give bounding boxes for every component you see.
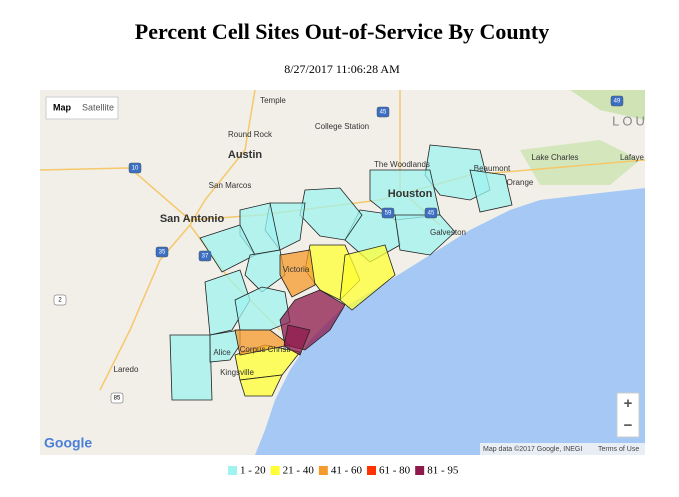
highway-number: 35	[159, 250, 166, 256]
highway-number: 37	[202, 254, 209, 260]
highway-shield	[610, 95, 624, 107]
terms-link[interactable]: Terms of Use	[598, 446, 639, 453]
legend-label: 61 - 80	[379, 465, 411, 477]
highway-number: 85	[114, 396, 121, 402]
place-label: LOU	[612, 113, 648, 128]
legend-swatch	[318, 466, 328, 475]
highway-shield	[110, 392, 124, 404]
forest	[520, 140, 640, 185]
highway-shield	[53, 294, 67, 306]
highway-number: 45	[428, 211, 435, 217]
county	[239, 374, 283, 397]
place-label: Temple	[260, 96, 286, 105]
county	[244, 249, 286, 293]
place-label: Lake Charles	[531, 153, 578, 162]
legend-label: 81 - 95	[427, 465, 459, 477]
map-button[interactable]: Map	[53, 102, 72, 112]
county	[339, 244, 396, 311]
highway-number: 2	[58, 298, 62, 304]
legend-swatch	[228, 466, 237, 475]
place-label: San Marcos	[209, 181, 252, 190]
highway-shield	[128, 162, 142, 174]
place-label: College Station	[315, 122, 369, 131]
zoom-out[interactable]: −	[624, 417, 633, 434]
place-label: Laredo	[114, 365, 139, 374]
place-label: The Woodlands	[374, 160, 430, 169]
legend-label: 41 - 60	[331, 465, 363, 477]
place-label: Houston	[388, 188, 433, 200]
attribution-bar	[480, 443, 645, 455]
legend-swatch	[367, 466, 377, 475]
zoom-in[interactable]: +	[624, 395, 633, 412]
highway-shield	[381, 207, 395, 219]
legend-label: 1 - 20	[240, 465, 266, 477]
place-labels: Temple Round Rock College Station Austin The…	[53, 95, 648, 404]
map-type-control	[45, 96, 119, 120]
highway-number: 10	[132, 166, 139, 172]
highway-shield	[198, 250, 212, 262]
county	[283, 324, 311, 356]
title: Percent Cell Sites Out-of-Service By Cou…	[135, 19, 549, 44]
google-logo: Google	[44, 435, 92, 451]
counties	[169, 144, 513, 401]
place-label: Lafaye	[620, 153, 645, 162]
county	[234, 329, 291, 356]
water	[255, 188, 645, 455]
attribution: Map data ©2017 Google, INEGI	[483, 445, 582, 453]
highway-shield	[376, 106, 390, 118]
place-label: Beaumont	[474, 164, 511, 173]
highway-shield	[155, 246, 169, 258]
place-label: Victoria	[283, 265, 310, 274]
place-label: Galveston	[430, 228, 466, 237]
highway-number: 45	[380, 110, 387, 116]
county	[469, 169, 513, 213]
place-label: Round Rock	[228, 130, 273, 139]
legend-label: 21 - 40	[283, 465, 315, 477]
place-label: Alice	[213, 348, 231, 357]
place-label: Kingsville	[220, 368, 254, 377]
satellite-button[interactable]: Satellite	[82, 102, 114, 112]
highway-shield	[424, 207, 438, 219]
legend: 1 - 20 21 - 40 41 - 60 61 - 80 81 - 95	[228, 465, 459, 477]
map[interactable]: Temple Round Rock College Station Austin The…	[40, 90, 648, 455]
place-label: San Antonio	[160, 213, 225, 225]
place-label: Orange	[507, 178, 534, 187]
place-label: Austin	[228, 149, 263, 161]
highway-number: 49	[614, 99, 621, 105]
county	[279, 249, 316, 298]
zoom-control	[616, 392, 640, 438]
legend-swatch	[270, 466, 280, 475]
highway-number: 59	[385, 211, 392, 217]
forest	[570, 90, 645, 120]
timestamp: 8/27/2017 11:06:28 AM	[284, 62, 400, 76]
place-label: Corpus Christi	[240, 345, 291, 354]
county	[169, 334, 213, 401]
legend-swatch	[415, 466, 425, 475]
